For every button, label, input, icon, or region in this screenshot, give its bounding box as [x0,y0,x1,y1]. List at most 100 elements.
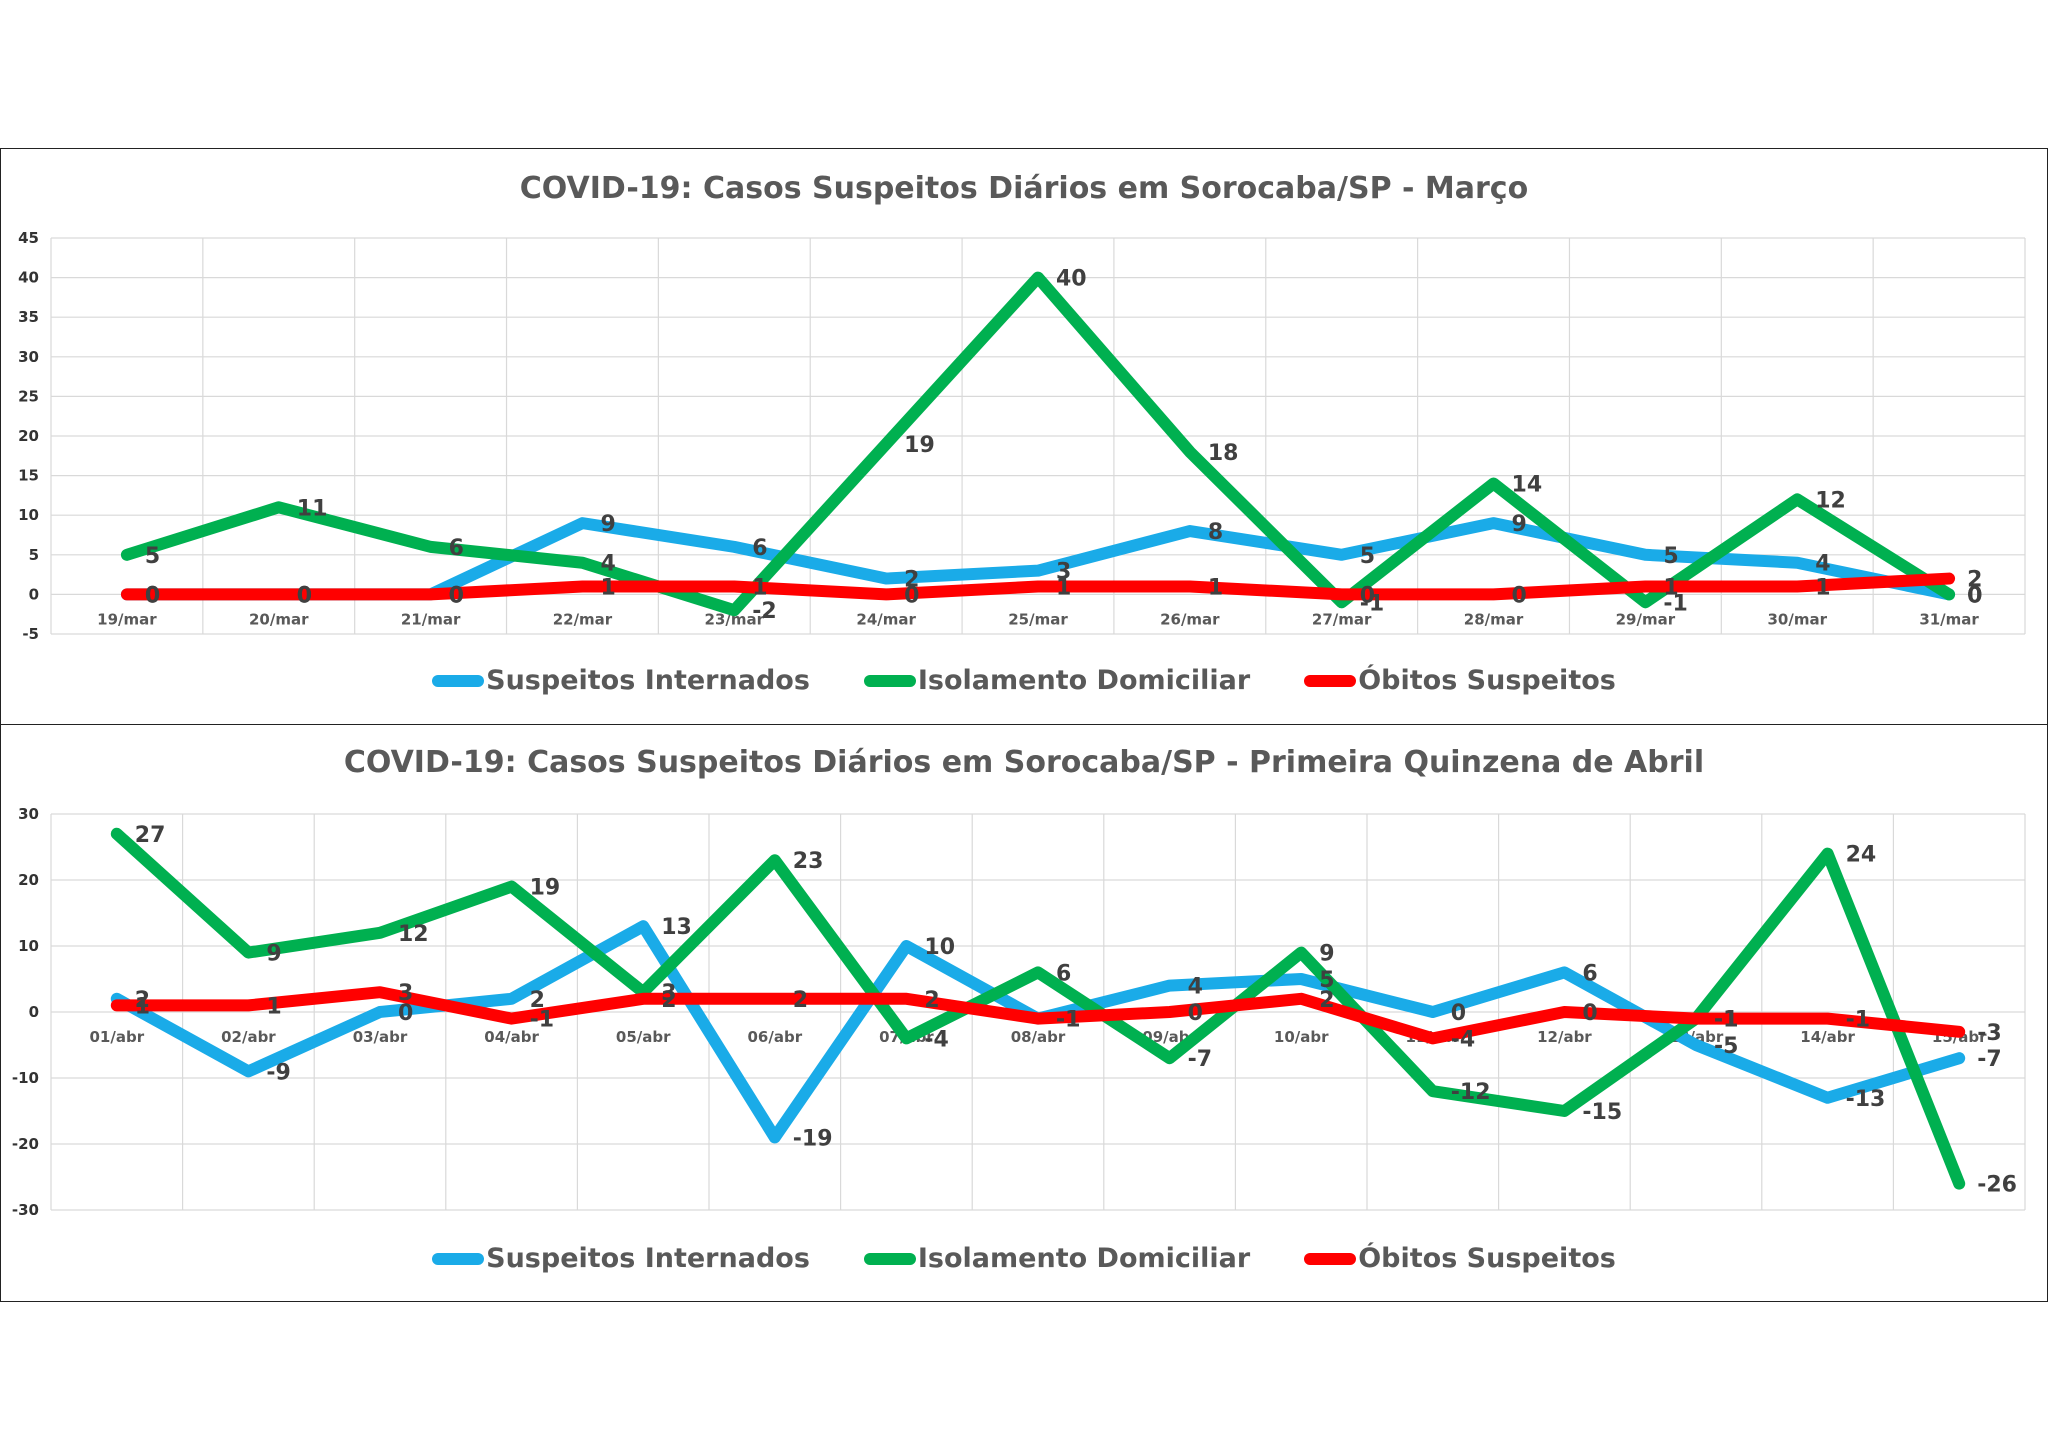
data-label: 18 [1208,441,1239,466]
data-label: 1 [1056,575,1071,600]
legend-swatch [863,674,916,687]
data-label: -5 [1714,1034,1738,1059]
data-label: 13 [661,915,692,940]
data-label: 1 [266,994,281,1019]
data-label: 8 [1208,520,1223,545]
data-label: 4 [1815,552,1830,577]
x-tick-label: 19/mar [97,610,157,628]
data-label: 3 [398,981,413,1006]
data-label: 2 [1967,568,1982,593]
y-tick-label: 0 [29,1003,39,1021]
data-label: 1 [752,575,767,600]
y-tick-label: -10 [12,1069,39,1087]
data-label: 3 [661,981,676,1006]
legend-swatch [863,1252,916,1265]
data-label: 2 [924,988,939,1013]
data-label: 12 [398,922,429,947]
x-tick-label: 28/mar [1464,610,1524,628]
data-label: 11 [297,496,328,521]
data-label: -1 [530,1008,554,1033]
data-label: 3 [1056,560,1071,585]
data-label: 9 [1512,512,1527,537]
data-label: 0 [1967,583,1982,608]
data-label: 2 [1319,988,1334,1013]
data-label: 0 [145,583,160,608]
legend-label: Isolamento Domiciliar [917,1243,1251,1274]
data-label: 0 [398,1001,413,1026]
data-label: 2 [530,988,545,1013]
legend-item: Isolamento Domiciliar [863,1243,1251,1274]
chart-panel-april: COVID-19: Casos Suspeitos Diários em Sor… [0,724,2048,1302]
chart-title: COVID-19: Casos Suspeitos Diários em Sor… [343,745,1705,780]
x-tick-label: 12/abr [1537,1028,1592,1046]
x-tick-label: 25/mar [1008,610,1068,628]
x-tick-label: 21/mar [401,610,461,628]
chart-title: COVID-19: Casos Suspeitos Diários em Sor… [519,171,1529,206]
data-label: 2 [135,988,150,1013]
data-label: 40 [1056,267,1087,292]
legend-swatch [432,674,485,687]
y-tick-label: 35 [18,308,39,326]
y-tick-label: -30 [12,1201,39,1219]
data-label: 0 [449,583,464,608]
y-tick-label: 20 [18,427,39,445]
legend-swatch [1304,674,1357,687]
legend-label: Suspeitos Internados [486,665,810,696]
data-label: -12 [1451,1080,1491,1105]
legend-item: Isolamento Domiciliar [863,665,1250,696]
data-label: 10 [924,935,955,960]
data-label: 0 [1188,1001,1203,1026]
data-label: 19 [904,433,935,458]
data-label: 5 [1319,968,1334,993]
series-line [120,271,1956,617]
data-label: -9 [266,1060,290,1085]
x-tick-label: 10/abr [1274,1028,1329,1046]
data-label: 0 [145,583,160,608]
x-tick-label: 08/abr [1011,1028,1066,1046]
data-label: 9 [600,512,615,537]
data-label: 4 [600,552,615,577]
data-label: 1 [600,575,615,600]
legend-item: Óbitos Suspeitos [1304,665,1616,696]
data-label: -1 [1056,1008,1080,1033]
y-tick-label: 15 [18,467,39,485]
y-tick-label: 30 [18,348,39,366]
legend: Suspeitos Internados Isolamento Domicili… [1,665,2047,696]
data-label: 0 [1967,583,1982,608]
data-label: 5 [145,544,160,569]
y-tick-label: 10 [18,937,39,955]
data-label: 6 [449,536,464,561]
x-tick-label: 02/abr [221,1028,276,1046]
data-label: -19 [793,1126,833,1151]
legend-item: Suspeitos Internados [432,665,810,696]
data-label: -1 [1663,591,1687,616]
data-label: 4 [1188,975,1203,1000]
data-label: 9 [266,942,281,967]
data-label: -1 [1714,1008,1738,1033]
legend-swatch [1304,1252,1357,1265]
data-label: 2 [904,568,919,593]
data-label: 2 [793,988,808,1013]
x-tick-label: 26/mar [1160,610,1220,628]
legend-label: Óbitos Suspeitos [1358,1243,1616,1274]
legend-item: Suspeitos Internados [432,1243,810,1274]
series-line [110,986,1966,1045]
data-label: -3 [1977,1021,2001,1046]
data-label: 5 [1663,544,1678,569]
data-label: 6 [1056,961,1071,986]
data-label: 0 [297,583,312,608]
data-label: -4 [1451,1027,1475,1052]
y-tick-label: -5 [22,625,39,643]
y-tick-label: 20 [18,871,39,889]
data-label: 0 [297,583,312,608]
data-label: 0 [449,583,464,608]
x-tick-label: 04/abr [484,1028,539,1046]
data-label: -2 [752,599,776,624]
x-tick-label: 20/mar [249,610,309,628]
data-label: 0 [904,583,919,608]
data-label: 6 [752,536,767,561]
legend-label: Suspeitos Internados [486,1243,810,1274]
data-label: 1 [135,994,150,1019]
